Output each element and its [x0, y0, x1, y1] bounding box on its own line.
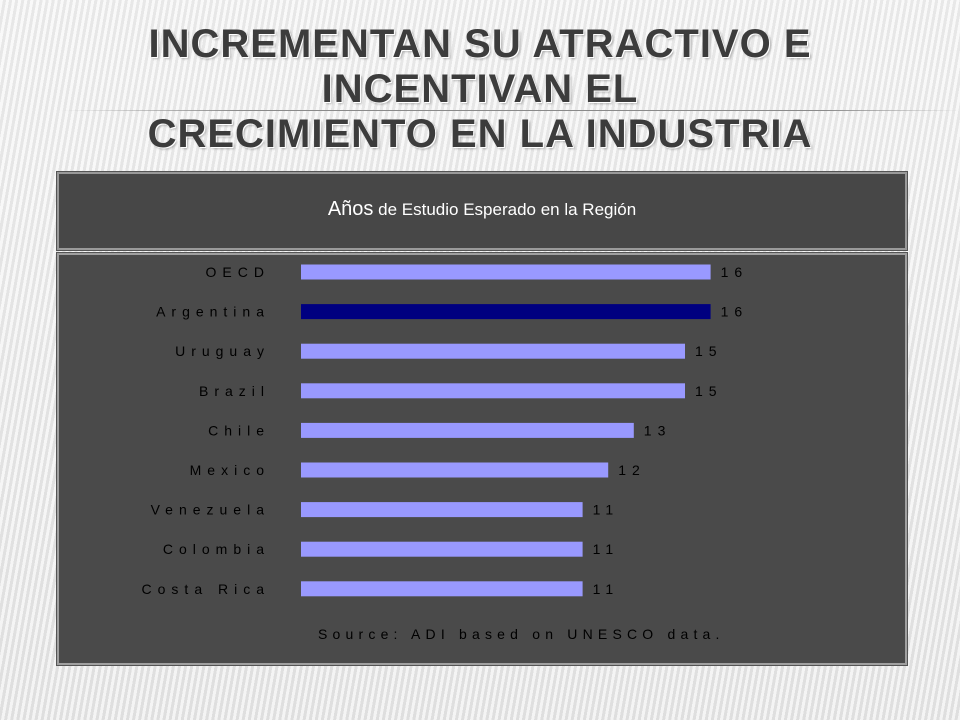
chart-header-title: Años de Estudio Esperado en la Región: [59, 198, 905, 221]
category-label: Chile: [208, 422, 270, 438]
slide-title: INCREMENTAN SU ATRACTIVO E INCENTIVAN EL…: [40, 22, 920, 157]
bar: [301, 422, 634, 438]
bar: [301, 502, 583, 518]
bar-value-label: 13: [644, 422, 672, 438]
category-label: Venezuela: [151, 502, 270, 518]
bar-value-label: 12: [618, 462, 646, 478]
bar: [301, 343, 685, 359]
category-label: Mexico: [190, 462, 270, 478]
category-label: Argentina: [156, 304, 270, 320]
chart-source-note: Source: ADI based on UNESCO data.: [318, 626, 725, 642]
category-label: OECD: [206, 264, 270, 280]
title-divider: [60, 110, 960, 111]
slide-title-line-2: CRECIMIENTO EN LA INDUSTRIA: [147, 112, 813, 156]
chart-header-title-rest: de Estudio Esperado en la Región: [373, 200, 637, 219]
category-label: Brazil: [199, 383, 270, 399]
bar-value-label: 11: [593, 502, 620, 518]
bar-value-label: 15: [695, 383, 723, 399]
bar-value-label: 16: [721, 304, 749, 320]
bar: [301, 581, 583, 597]
bar-value-label: 11: [593, 541, 620, 557]
chart-header-panel: Años de Estudio Esperado en la Región: [57, 172, 907, 250]
chart-header-title-prefix: Años: [327, 198, 374, 220]
slide-title-line-1: INCREMENTAN SU ATRACTIVO E INCENTIVAN EL: [148, 22, 812, 111]
bar-value-label: 15: [695, 343, 723, 359]
category-label: Costa Rica: [142, 581, 270, 597]
bar: [301, 462, 609, 478]
bar: [301, 383, 685, 399]
bar: [301, 264, 711, 280]
bar: [301, 304, 711, 320]
bar: [301, 541, 583, 557]
bar-value-label: 11: [593, 581, 620, 597]
category-label: Colombia: [163, 541, 270, 557]
category-label: Uruguay: [175, 343, 270, 359]
chart-panel: [57, 253, 907, 665]
bar-value-label: 16: [721, 264, 749, 280]
